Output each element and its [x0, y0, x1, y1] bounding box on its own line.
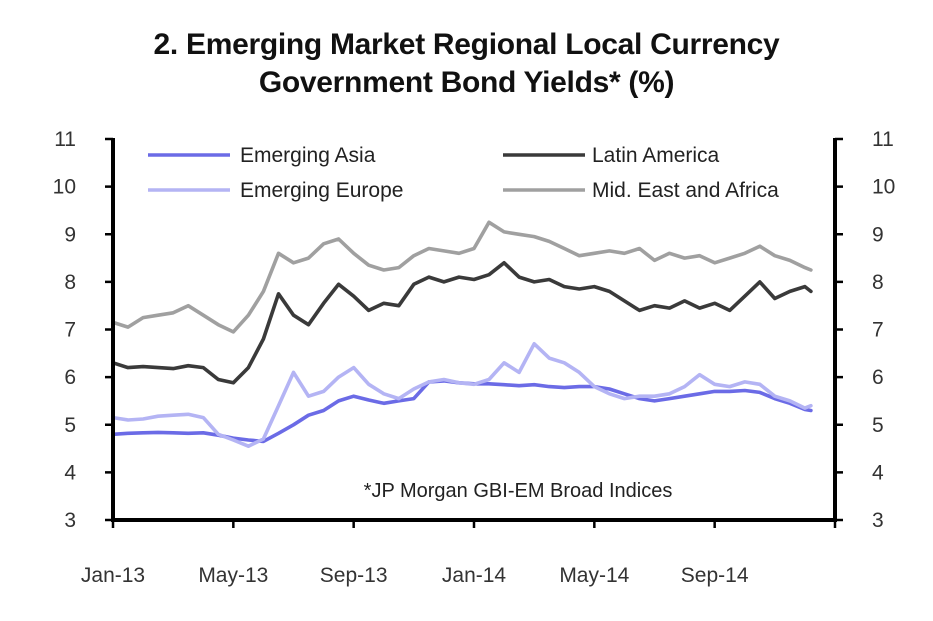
y-tick-label-right: 3: [872, 509, 884, 532]
legend: Emerging Asia Latin America Emerging Europ…: [148, 144, 779, 202]
x-tick-label: Sep-14: [681, 564, 749, 587]
y-tick-label-left: 3: [64, 509, 76, 532]
y-tick-label-left: 8: [64, 271, 76, 294]
source-note: *JP Morgan GBI-EM Broad Indices: [364, 480, 673, 502]
series-layer: [111, 220, 813, 449]
y-tick-label-right: 5: [872, 414, 884, 437]
y-tick-label-left: 11: [54, 128, 76, 151]
y-tick-label-left: 6: [64, 366, 76, 389]
x-tick-label: May-14: [559, 564, 629, 587]
y-tick-label-left: 4: [64, 461, 76, 484]
legend-label: Latin America: [592, 144, 720, 167]
y-tick-label-left: 7: [64, 319, 76, 342]
legend-label: Emerging Europe: [240, 179, 403, 202]
y-tick-label-right: 4: [872, 461, 884, 484]
legend-item: Mid. East and Africa: [503, 179, 779, 202]
y-tick-label-right: 9: [872, 223, 884, 246]
series-line-latin-america: [111, 260, 813, 385]
chart-title-line1: 2. Emerging Market Regional Local Curren…: [153, 28, 780, 61]
chart-title: 2. Emerging Market Regional Local Curren…: [0, 26, 933, 102]
axes-layer: 3 3 4 4 5 5 6 6 7 7 8 8 9 9 10 10 11 11 Jan-13 May-13 Sep-13…: [53, 128, 896, 587]
legend-item: Emerging Asia: [148, 144, 376, 167]
legend-item: Emerging Europe: [148, 179, 403, 202]
chart-title-line2: Government Bond Yields* (%): [258, 66, 675, 99]
y-tick-label-right: 6: [872, 366, 884, 389]
x-tick-label: Jan-13: [81, 564, 145, 587]
legend-label: Emerging Asia: [240, 144, 376, 167]
series-line-emerging-europe: [111, 341, 813, 449]
y-tick-label-right: 11: [872, 128, 894, 151]
x-tick-label: Jan-14: [442, 564, 507, 587]
y-tick-label-left: 10: [53, 176, 76, 199]
legend-label: Mid. East and Africa: [592, 179, 779, 202]
y-tick-label-right: 10: [872, 176, 895, 199]
y-tick-label-left: 5: [64, 414, 76, 437]
x-tick-label: May-13: [198, 564, 268, 587]
x-tick-label: Sep-13: [320, 564, 388, 587]
series-line-mid-east-and-africa: [111, 220, 813, 334]
y-tick-label-right: 8: [872, 271, 884, 294]
y-tick-label-right: 7: [872, 319, 884, 342]
y-tick-label-left: 9: [64, 223, 76, 246]
legend-item: Latin America: [503, 144, 720, 167]
